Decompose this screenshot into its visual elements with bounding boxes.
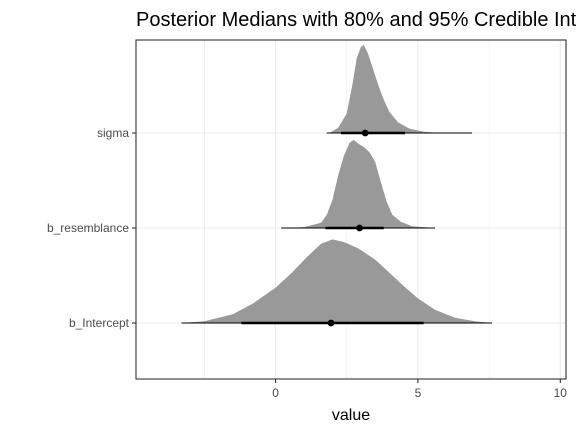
chart-title: Posterior Medians with 80% and 95% Credi… bbox=[136, 9, 576, 31]
median-point-sigma bbox=[361, 129, 369, 137]
y-axis: sigma b_resemblance b_Intercept bbox=[47, 126, 136, 330]
density-b_Intercept bbox=[181, 239, 492, 323]
x-axis-label: value bbox=[332, 407, 370, 424]
x-tick-label-2: 10 bbox=[554, 386, 568, 400]
density-sigma bbox=[329, 45, 441, 133]
x-tick-label-1: 5 bbox=[415, 386, 422, 400]
density-layer bbox=[181, 45, 492, 323]
median-point-b_resemblance bbox=[356, 224, 363, 232]
median-point-b_Intercept bbox=[327, 319, 335, 327]
y-tick-label-b_resemblance: b_resemblance bbox=[47, 221, 129, 235]
y-tick-label-sigma: sigma bbox=[97, 126, 129, 140]
panel-border bbox=[135, 39, 567, 380]
x-axis: 0 5 10 bbox=[272, 379, 567, 400]
x-tick-label-0: 0 bbox=[272, 386, 279, 400]
density-b_resemblance bbox=[281, 140, 435, 228]
y-tick-label-b_Intercept: b_Intercept bbox=[69, 316, 130, 330]
interval-layer bbox=[181, 129, 492, 327]
